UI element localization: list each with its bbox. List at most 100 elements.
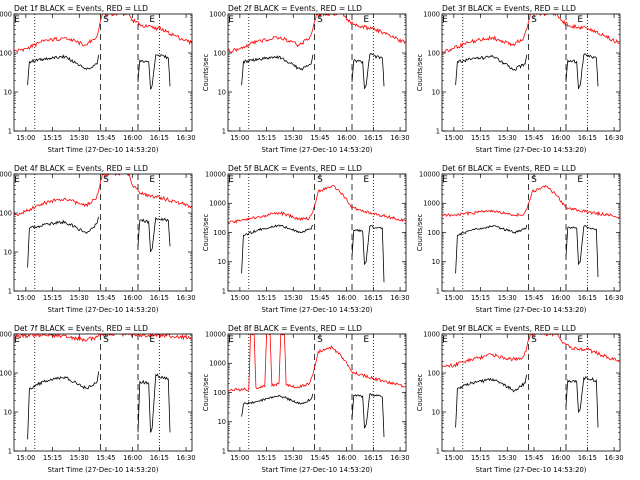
x-axis-label: Start Time (27-Dec-10 14:53:20) — [48, 306, 159, 314]
x-tick-label: 15:30 — [498, 134, 517, 142]
x-tick-label: 15:30 — [70, 134, 89, 142]
x-tick-label: 15:15 — [257, 294, 276, 302]
plot-area — [442, 334, 620, 428]
y-tick-label: 10 — [432, 88, 440, 96]
phase-marker: E — [149, 15, 155, 25]
x-tick-label: 15:15 — [257, 454, 276, 462]
detector-panel-2: Det 2f BLACK = Events, RED = LLD Counts/s… — [202, 4, 410, 154]
plot-area — [14, 174, 192, 268]
x-tick-label: 16:15 — [578, 294, 597, 302]
phase-marker: S — [531, 335, 537, 345]
x-tick-label: 16:30 — [605, 134, 624, 142]
y-tick-label: 100 — [213, 389, 226, 397]
x-tick-label: 15:00 — [230, 294, 249, 302]
phase-marker: S — [317, 15, 323, 25]
phase-marker: E — [14, 15, 20, 25]
y-tick-label: 1 — [436, 287, 440, 295]
x-tick-label: 15:00 — [444, 294, 463, 302]
lld-series-line — [14, 14, 192, 53]
events-series-line — [27, 54, 171, 90]
x-tick-label: 15:30 — [498, 294, 517, 302]
plot-area — [442, 184, 620, 278]
phase-marker: E — [577, 175, 583, 185]
events-series-line — [455, 53, 599, 90]
x-tick-label: 15:45 — [524, 294, 543, 302]
plot-frame — [441, 13, 621, 132]
lld-series-line — [14, 334, 192, 343]
y-tick-label: 10 — [4, 88, 12, 96]
detector-panel-3: Det 3f BLACK = Events, RED = LLD Counts/s… — [416, 4, 624, 154]
x-tick-label: 16:15 — [364, 454, 383, 462]
x-tick-label: 15:30 — [284, 134, 303, 142]
y-tick-label: 10 — [4, 248, 12, 256]
x-tick-label: 15:00 — [230, 454, 249, 462]
y-axis-label: Counts/sec — [416, 214, 424, 252]
y-tick-label: 100 — [0, 49, 12, 57]
plot-area — [228, 334, 406, 438]
detector-panel-7: Det 7f BLACK = Events, RED = LLDCounts/s… — [0, 324, 196, 474]
phase-marker: E — [149, 335, 155, 345]
x-tick-label: 16:30 — [391, 294, 410, 302]
x-tick-label: 15:15 — [43, 454, 62, 462]
x-tick-label: 15:15 — [257, 134, 276, 142]
phase-marker: E — [14, 335, 20, 345]
plot-frame — [227, 173, 407, 292]
x-tick-label: 16:00 — [337, 454, 356, 462]
y-tick-label: 1000 — [209, 360, 226, 368]
x-tick-label: 15:45 — [96, 454, 115, 462]
y-tick-label: 1000 — [209, 10, 226, 18]
lld-series-line — [228, 334, 406, 392]
panel-title: Det 3f BLACK = Events, RED = LLD — [442, 4, 576, 13]
x-tick-label: 16:15 — [578, 134, 597, 142]
y-tick-label: 1 — [8, 287, 12, 295]
x-tick-label: 16:30 — [605, 454, 624, 462]
events-series-line — [241, 224, 385, 283]
x-tick-label: 16:30 — [177, 454, 196, 462]
x-tick-label: 16:30 — [391, 454, 410, 462]
y-tick-label: 1000 — [423, 330, 440, 338]
y-tick-label: 100 — [0, 209, 12, 217]
y-tick-label: 1000 — [0, 10, 12, 18]
plot-frame — [227, 13, 407, 132]
phase-marker: E — [228, 15, 234, 25]
x-tick-label: 15:00 — [16, 454, 35, 462]
plot-frame — [441, 173, 621, 292]
y-tick-label: 100 — [427, 369, 440, 377]
y-tick-label: 1000 — [0, 170, 12, 178]
x-tick-label: 16:15 — [364, 134, 383, 142]
x-tick-label: 15:45 — [310, 454, 329, 462]
y-tick-label: 1 — [8, 447, 12, 455]
x-tick-label: 15:15 — [43, 294, 62, 302]
x-tick-label: 15:30 — [70, 294, 89, 302]
phase-marker: E — [442, 175, 448, 185]
phase-marker: E — [363, 15, 369, 25]
lld-series-line — [442, 184, 620, 219]
x-axis-label: Start Time (27-Dec-10 14:53:20) — [48, 466, 159, 474]
x-tick-label: 16:00 — [123, 134, 142, 142]
x-axis-label: Start Time (27-Dec-10 14:53:20) — [476, 466, 587, 474]
phase-marker: E — [363, 175, 369, 185]
phase-marker: E — [149, 175, 155, 185]
x-tick-label: 15:15 — [471, 294, 490, 302]
y-tick-label: 10 — [432, 258, 440, 266]
phase-marker: S — [531, 175, 537, 185]
events-series-line — [241, 52, 385, 90]
panel-title: Det 5f BLACK = Events, RED = LLD — [228, 164, 362, 173]
y-tick-label: 1 — [436, 127, 440, 135]
x-axis-label: Start Time (27-Dec-10 14:53:20) — [476, 146, 587, 154]
y-tick-label: 100 — [0, 369, 12, 377]
x-tick-label: 16:15 — [364, 294, 383, 302]
x-axis-label: Start Time (27-Dec-10 14:53:20) — [262, 146, 373, 154]
y-tick-label: 10 — [218, 258, 226, 266]
events-series-line — [27, 371, 171, 440]
plot-area — [228, 185, 406, 283]
x-tick-label: 15:45 — [310, 134, 329, 142]
x-tick-label: 16:00 — [551, 454, 570, 462]
x-tick-label: 16:00 — [123, 294, 142, 302]
detector-panel-6: Det 6f BLACK = Events, RED = LLD Counts/s… — [416, 164, 624, 314]
panel-title: Det 9f BLACK = Events, RED = LLD — [442, 324, 576, 333]
plot-frame — [13, 13, 193, 132]
x-tick-label: 15:30 — [498, 454, 517, 462]
x-tick-label: 16:15 — [150, 134, 169, 142]
panel-title: Det 8f BLACK = Events, RED = LLD — [228, 324, 362, 333]
